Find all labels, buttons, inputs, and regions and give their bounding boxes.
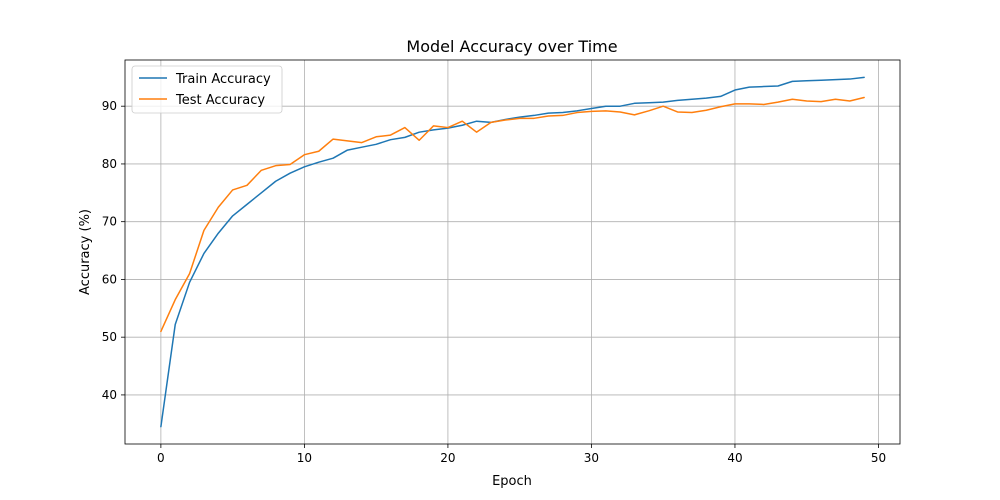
- legend-label-train-accuracy: Train Accuracy: [175, 72, 271, 87]
- x-tick-label: 50: [871, 451, 886, 465]
- x-axis-label: Epoch: [492, 474, 532, 489]
- y-tick-label: 50: [102, 330, 117, 344]
- legend: Train Accuracy Test Accuracy: [131, 65, 283, 114]
- y-tick-label: 70: [102, 215, 117, 229]
- series-line-test-accuracy: [160, 96, 865, 333]
- x-tick-label: 20: [440, 451, 455, 465]
- y-tick-label: 60: [102, 272, 117, 286]
- y-tick-label: 40: [102, 388, 117, 402]
- y-axis-label: Accuracy (%): [78, 209, 93, 295]
- y-tick-label: 90: [102, 99, 117, 113]
- x-tick-label: 0: [157, 451, 165, 465]
- y-axis-ticks: 40 50 60 70 80 90: [102, 99, 125, 402]
- legend-label-test-accuracy: Test Accuracy: [175, 93, 265, 108]
- series-line-train-accuracy: [160, 76, 865, 428]
- x-tick-label: 40: [727, 451, 742, 465]
- x-axis-ticks: 0 10 20 30 40 50: [157, 444, 886, 465]
- legend-box: [131, 65, 283, 114]
- series-lines: [160, 76, 865, 428]
- x-tick-label: 30: [584, 451, 599, 465]
- y-tick-label: 80: [102, 157, 117, 171]
- chart-title: Model Accuracy over Time: [406, 37, 617, 56]
- plot-frame: [124, 59, 901, 445]
- x-tick-label: 10: [297, 451, 312, 465]
